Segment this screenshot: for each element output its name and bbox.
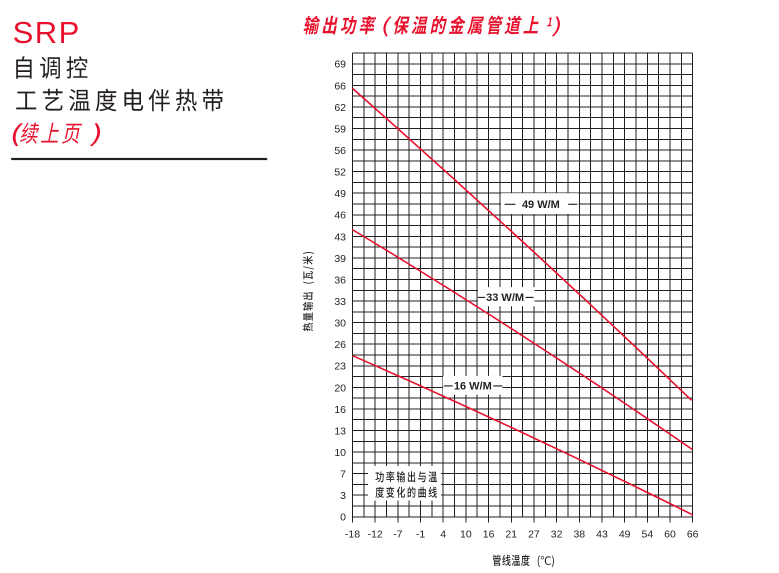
svg-text:16: 16 [334, 404, 346, 416]
svg-text:10: 10 [334, 447, 346, 459]
svg-text:3: 3 [340, 490, 346, 502]
svg-text:-12: -12 [368, 529, 383, 541]
svg-text:16 W/M: 16 W/M [454, 381, 492, 393]
svg-text:33 W/M: 33 W/M [486, 292, 524, 304]
svg-text:52: 52 [334, 167, 346, 179]
svg-text:49 W/M: 49 W/M [522, 199, 560, 211]
svg-text:21: 21 [505, 529, 517, 541]
svg-text:36: 36 [334, 274, 346, 286]
svg-text:60: 60 [664, 529, 676, 541]
svg-text:4: 4 [440, 529, 446, 541]
svg-text:16: 16 [483, 529, 495, 541]
svg-text:SRP: SRP [13, 15, 81, 50]
svg-text:7: 7 [340, 469, 346, 481]
svg-text:49: 49 [619, 529, 631, 541]
svg-text:20: 20 [334, 382, 346, 394]
svg-text:13: 13 [334, 425, 346, 437]
svg-text:32: 32 [551, 529, 563, 541]
svg-text:38: 38 [573, 529, 585, 541]
svg-text:10: 10 [460, 529, 472, 541]
svg-text:0: 0 [340, 512, 346, 524]
svg-text:56: 56 [334, 145, 346, 157]
svg-text:49: 49 [334, 188, 346, 200]
svg-text:39: 39 [334, 253, 346, 265]
svg-text:-7: -7 [393, 529, 402, 541]
svg-text:46: 46 [334, 210, 346, 222]
svg-text:23: 23 [334, 361, 346, 373]
svg-text:66: 66 [334, 80, 346, 92]
svg-text:43: 43 [596, 529, 608, 541]
svg-text:33: 33 [334, 296, 346, 308]
svg-text:30: 30 [334, 318, 346, 330]
svg-text:54: 54 [641, 529, 653, 541]
svg-text:62: 62 [334, 102, 346, 114]
svg-text:69: 69 [334, 59, 346, 71]
svg-text:59: 59 [334, 123, 346, 135]
svg-text:-1: -1 [416, 529, 425, 541]
svg-text:-18: -18 [345, 529, 360, 541]
svg-text:43: 43 [334, 231, 346, 243]
svg-text:66: 66 [687, 529, 699, 541]
svg-text:27: 27 [528, 529, 540, 541]
svg-text:26: 26 [334, 339, 346, 351]
